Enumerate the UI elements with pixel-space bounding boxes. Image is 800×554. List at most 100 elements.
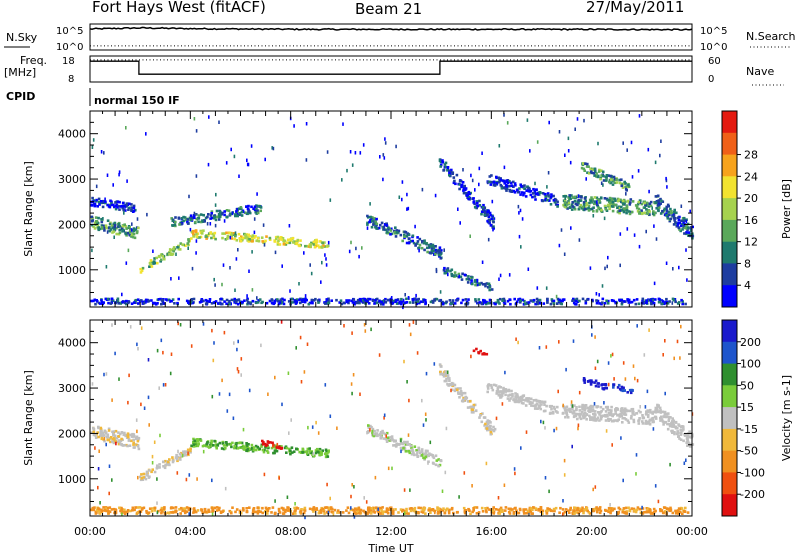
range-cell — [531, 508, 534, 512]
range-cell — [121, 510, 125, 513]
range-cell — [264, 239, 267, 243]
range-cell — [388, 436, 391, 439]
range-cell — [483, 299, 486, 302]
range-cell — [632, 507, 636, 511]
range-cell — [371, 299, 375, 302]
range-cell — [289, 237, 293, 241]
speckle-cell — [350, 506, 352, 510]
range-cell — [447, 511, 451, 515]
range-cell — [145, 470, 149, 474]
range-cell — [399, 508, 403, 511]
range-cell — [480, 212, 483, 216]
speckle-cell — [469, 234, 471, 238]
speckle-cell — [558, 130, 561, 134]
speckle-cell — [382, 177, 384, 182]
range-cell — [665, 205, 668, 209]
range-cell — [614, 412, 617, 415]
range-cell — [394, 444, 397, 447]
range-cell — [636, 506, 640, 509]
range-cell — [106, 297, 110, 301]
speckle-cell — [655, 237, 658, 241]
range-cell — [211, 232, 214, 236]
range-cell — [257, 299, 260, 302]
range-cell — [489, 384, 492, 387]
range-cell — [529, 509, 533, 513]
range-cell — [681, 512, 684, 515]
range-cell — [234, 300, 238, 304]
range-cell — [614, 203, 618, 207]
speckle-cell — [202, 449, 205, 454]
range-cell — [686, 228, 689, 232]
range-cell — [683, 510, 687, 513]
range-cell — [515, 511, 519, 515]
range-cell — [662, 511, 665, 515]
range-cell — [106, 438, 109, 442]
range-cell — [554, 203, 558, 206]
range-cell — [438, 249, 441, 252]
range-cell — [340, 302, 344, 306]
range-cell — [268, 236, 272, 240]
range-cell — [462, 396, 465, 400]
speckle-cell — [564, 153, 566, 157]
range-cell — [669, 207, 672, 211]
speckle-cell — [341, 178, 343, 182]
range-cell — [686, 444, 689, 447]
range-cell — [120, 204, 123, 208]
range-cell — [482, 416, 486, 419]
speckle-cell — [251, 250, 253, 254]
range-cell — [445, 300, 448, 304]
colorbar-segment — [722, 494, 737, 517]
range-cell — [687, 231, 691, 234]
range-cell — [326, 244, 329, 248]
speckle-cell — [577, 423, 580, 427]
range-cell — [618, 415, 621, 418]
range-cell — [665, 214, 668, 217]
speckle-cell — [486, 180, 489, 185]
range-cell — [190, 230, 194, 234]
range-cell — [190, 237, 193, 240]
range-cell — [522, 512, 526, 515]
range-cell — [274, 511, 277, 515]
range-cell — [569, 506, 572, 510]
date-title: 27/May/2011 — [586, 0, 685, 16]
range-cell — [317, 449, 321, 453]
range-cell — [407, 237, 411, 241]
range-cell — [572, 196, 575, 199]
range-cell — [145, 509, 148, 513]
range-cell — [403, 233, 406, 237]
range-cell — [280, 238, 283, 241]
range-cell — [625, 189, 628, 192]
range-cell — [90, 431, 93, 434]
range-cell — [269, 441, 272, 444]
range-cell — [515, 300, 519, 304]
range-cell — [271, 441, 274, 445]
range-cell — [533, 407, 537, 410]
range-cell — [641, 512, 645, 515]
range-cell — [672, 223, 676, 226]
power-x-ticks — [89, 111, 693, 307]
range-cell — [387, 228, 390, 231]
range-cell — [641, 414, 644, 417]
range-cell — [475, 206, 478, 210]
range-cell — [128, 230, 132, 234]
range-cell — [424, 299, 427, 302]
range-cell — [400, 297, 403, 301]
speckle-cell — [103, 151, 105, 155]
range-cell — [562, 195, 565, 198]
speckle-cell — [576, 117, 579, 121]
range-cell — [620, 301, 624, 304]
range-cell — [448, 169, 451, 172]
range-cell — [640, 209, 643, 212]
range-cell — [400, 301, 403, 304]
range-cell — [653, 510, 656, 514]
range-cell — [275, 237, 278, 241]
range-cell — [405, 235, 409, 238]
speckle-cell — [169, 299, 171, 303]
range-cell — [310, 241, 313, 245]
speckle-cell — [657, 499, 660, 504]
range-cell — [562, 298, 566, 301]
range-cell — [291, 236, 295, 240]
range-cell — [529, 397, 533, 401]
range-cell — [114, 207, 118, 211]
